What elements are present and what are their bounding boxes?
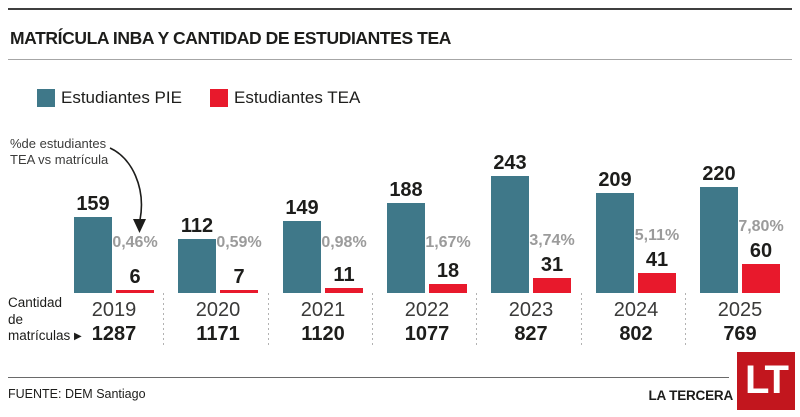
matricula-value: 769 — [723, 323, 757, 345]
pct-label: 5,11% — [634, 227, 680, 244]
tea-legend-swatch — [210, 89, 228, 107]
tea-value-label: 31 — [540, 254, 564, 276]
pct-label: 3,74% — [529, 232, 575, 249]
brand-name: LA TERCERA — [648, 388, 734, 403]
top-rule — [8, 8, 792, 10]
year-label: 2024 — [613, 299, 659, 321]
group-separator — [685, 293, 686, 347]
tea-bar — [742, 264, 780, 293]
tea-value-label: 60 — [749, 240, 773, 262]
matricula-value: 827 — [514, 323, 548, 345]
source-credit: FUENTE: DEM Santiago — [8, 387, 146, 401]
pie-bar — [700, 187, 738, 293]
year-label: 2022 — [404, 299, 450, 321]
pct-label: 7,80% — [738, 218, 784, 235]
tea-value-label: 7 — [233, 266, 245, 288]
pie-bar — [178, 239, 216, 293]
pie-bar — [283, 221, 321, 293]
pie-value-label: 112 — [180, 215, 214, 237]
matricula-value: 1077 — [404, 323, 450, 345]
pct-label: 0,46% — [112, 234, 158, 251]
pie-bar — [387, 203, 425, 293]
legend-item-pie: Estudiantes PIE — [37, 88, 182, 108]
tea-bar — [533, 278, 571, 293]
tea-value-label: 6 — [129, 266, 141, 288]
matriculas-row-label-line3: matrículas ▶ — [8, 328, 82, 343]
pct-label: 0,59% — [216, 234, 262, 251]
matricula-value: 802 — [619, 323, 653, 345]
legend-item-tea: Estudiantes TEA — [210, 88, 360, 108]
title-divider — [8, 59, 792, 60]
triangle-pointer-icon: ▶ — [74, 331, 82, 342]
pct-annotation-line1: %de estudiantes — [10, 136, 107, 151]
pie-bar — [596, 193, 634, 293]
pie-bar — [74, 217, 112, 293]
pie-value-label: 188 — [389, 179, 423, 201]
pie-value-label: 243 — [493, 152, 527, 174]
year-label: 2023 — [508, 299, 554, 321]
matricula-value: 1171 — [196, 323, 240, 345]
tea-bar — [116, 290, 154, 293]
pct-annotation-line2: TEA vs matrícula — [10, 152, 109, 167]
pct-label: 1,67% — [425, 234, 471, 251]
pie-bar — [491, 176, 529, 293]
curved-arrow-icon — [109, 147, 146, 233]
pie-value-label: 220 — [702, 163, 736, 185]
pct-annotation: %de estudiantes TEA vs matrícula — [10, 136, 108, 168]
group-separator — [268, 293, 269, 347]
group-separator — [163, 293, 164, 347]
year-label: 2019 — [91, 299, 137, 321]
group-separator — [581, 293, 582, 347]
tea-value-label: 18 — [436, 260, 460, 282]
tea-legend-label: Estudiantes TEA — [234, 88, 361, 107]
year-label: 2021 — [300, 299, 346, 321]
pct-label: 0,98% — [321, 234, 367, 251]
matriculas-row-label: Cantidad de matrículas ▶ — [8, 295, 82, 347]
group-separator — [476, 293, 477, 347]
pie-value-label: 149 — [285, 197, 319, 219]
year-label: 2020 — [195, 299, 241, 321]
pie-value-label: 209 — [598, 169, 632, 191]
footer-divider — [8, 377, 729, 378]
tea-value-label: 11 — [333, 264, 355, 286]
matricula-value: 1120 — [301, 323, 345, 345]
pie-legend-swatch — [37, 89, 55, 107]
pie-legend-label: Estudiantes PIE — [61, 88, 182, 107]
tea-bar — [638, 273, 676, 293]
matriculas-row-label-line2: de — [8, 311, 24, 327]
tea-bar — [220, 290, 258, 293]
matricula-value: 1287 — [91, 323, 137, 345]
la-tercera-logo: LT — [737, 352, 795, 410]
pie-value-label: 159 — [76, 193, 110, 215]
group-separator — [372, 293, 373, 347]
tea-value-label: 41 — [645, 249, 669, 271]
tea-bar — [325, 288, 363, 293]
page-title: MATRÍCULA INBA Y CANTIDAD DE ESTUDIANTES… — [10, 27, 451, 48]
tea-bar — [429, 284, 467, 293]
year-label: 2025 — [717, 299, 763, 321]
matriculas-row-label-line1: Cantidad — [8, 295, 63, 310]
